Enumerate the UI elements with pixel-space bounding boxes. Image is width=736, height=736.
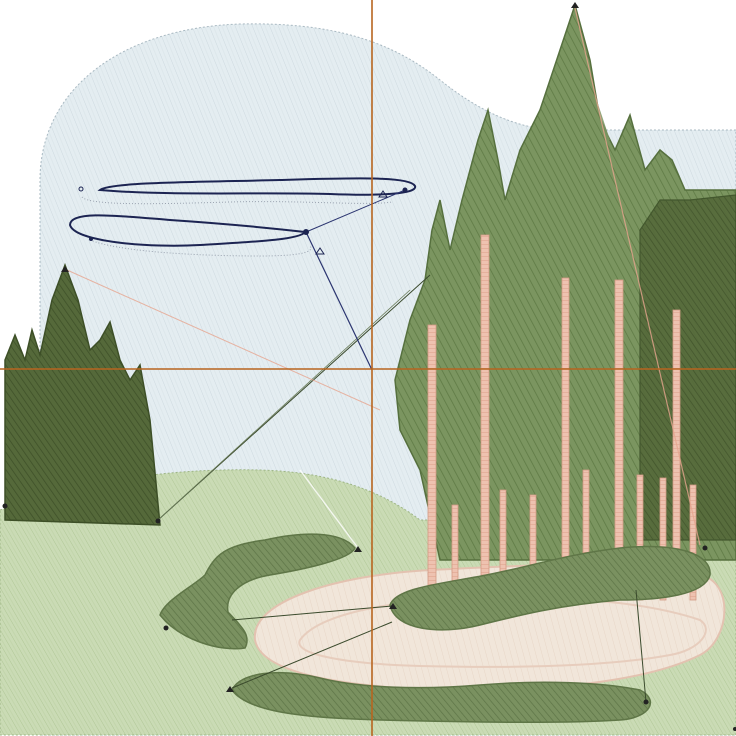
stitch-node-icon	[354, 546, 362, 552]
stitch-node-icon	[61, 266, 69, 272]
stitch-node-icon	[315, 247, 325, 255]
stitch-node-icon	[78, 186, 84, 192]
left-tree-cluster	[4, 262, 161, 526]
stitch-node-icon	[378, 190, 388, 198]
stitch-node-icon	[571, 2, 579, 8]
bushes	[159, 533, 711, 724]
stitch-node-icon	[733, 727, 736, 731]
stitch-node-icon	[702, 545, 708, 551]
stitch-node-icon	[155, 518, 161, 524]
stitch-node-icon	[226, 686, 234, 692]
stitch-node-icon	[303, 229, 309, 235]
stitch-node-icon	[89, 237, 93, 241]
stitch-node-icon	[2, 503, 8, 509]
stitch-node-icon	[163, 625, 169, 631]
jump-stitch-lines	[66, 7, 701, 703]
stitch-node-icon	[389, 603, 397, 609]
stitch-node-icon	[402, 187, 408, 193]
stitch-node-icon	[643, 699, 649, 705]
